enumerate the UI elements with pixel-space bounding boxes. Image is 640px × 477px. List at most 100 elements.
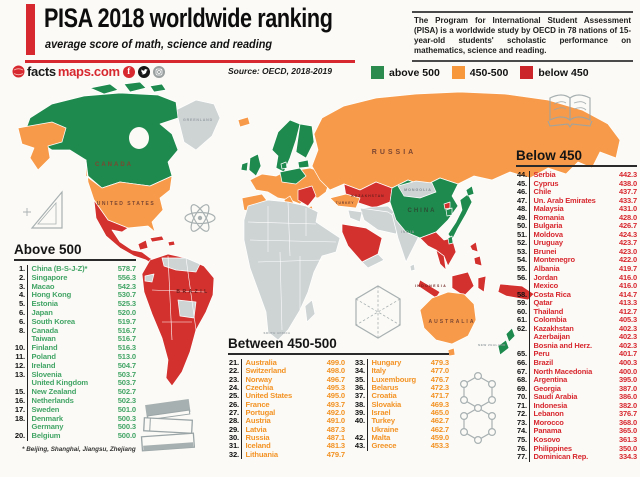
score: 516.7: [117, 334, 136, 344]
score: 471.7: [430, 391, 449, 401]
rank: 22.: [228, 366, 239, 376]
rank: 32.: [228, 449, 239, 459]
ranking-row: 43. Greece 453.3: [354, 441, 449, 451]
legend-label: below 450: [538, 66, 589, 79]
ranking-row: 8. Canada 516.7: [14, 326, 136, 336]
ranking-row: 61. Colombia 405.3: [516, 316, 637, 325]
score: 462.7: [430, 416, 449, 426]
country-name: Norway: [241, 375, 321, 385]
score: 491.0: [326, 416, 345, 426]
score: 437.7: [618, 187, 637, 197]
score: 426.7: [618, 221, 637, 231]
country-greenland: [175, 99, 221, 151]
rank: 17.: [14, 404, 25, 414]
rank: 44.: [517, 170, 527, 179]
rank: 43.: [354, 441, 365, 451]
score: 350.0: [618, 443, 637, 453]
ranking-row: 16. Netherlands 502.3: [14, 395, 136, 406]
country-united-states: [17, 121, 173, 233]
instagram-icon[interactable]: [152, 65, 165, 78]
ranking-row: 12. Ireland 504.7: [14, 360, 136, 371]
ranking-row: 52. Uruguay 423.7: [516, 239, 637, 248]
ranking-row: 4. Hong Kong 530.7: [14, 291, 136, 301]
country-name: Dominican Rep.: [529, 453, 613, 462]
country-name: Romania: [529, 213, 613, 223]
rank: 68.: [517, 375, 527, 385]
panel-above-500: Above 500 1. China (B-S-J-Z)* 578.7 2. Singa…: [14, 242, 136, 453]
ranking-row: 36. Belarus 472.3: [354, 383, 449, 393]
rank: 11.: [15, 351, 25, 361]
country-name: Macao: [27, 282, 112, 292]
legend-swatch-red: [520, 66, 534, 79]
country-name: Belarus: [367, 384, 425, 393]
region-balkans: [297, 185, 317, 207]
header-divider: [25, 60, 355, 63]
rank: 66.: [517, 358, 527, 368]
twitter-icon[interactable]: [137, 65, 150, 78]
region-europe-green: [240, 119, 315, 185]
rank: 53.: [517, 246, 527, 256]
score: 578.7: [117, 264, 136, 273]
ranking-row: 23. Norway 496.7: [228, 375, 345, 385]
country-name: United Kingdom: [27, 379, 112, 389]
country-name: Philippines: [529, 444, 613, 454]
ranking-row: United Kingdom 503.7: [14, 379, 136, 389]
ranking-row: 59. Qatar 413.3: [516, 299, 637, 308]
rank: 5.: [18, 299, 25, 309]
score: 334.3: [618, 452, 637, 462]
country-name: New Zealand: [27, 388, 112, 397]
country-name: Saudi Arabia: [529, 393, 613, 402]
score: 516.3: [117, 343, 136, 353]
ranking-row: 37. Croatia 471.7: [354, 391, 449, 401]
country-name: Luxembourg: [367, 375, 425, 385]
rank: 3.: [18, 281, 25, 291]
rank: 75.: [517, 434, 527, 444]
map-label-brazil: BRAZIL: [176, 289, 209, 295]
rank: 6.: [18, 307, 25, 317]
ranking-row: Ukraine 462.7: [354, 425, 449, 435]
score: 453.3: [430, 441, 449, 451]
country-name: Austria: [241, 417, 321, 426]
map-label-turkey: TURKEY: [336, 201, 355, 205]
rank: 46.: [517, 187, 527, 197]
rank: 20.: [14, 431, 25, 441]
about-text: The Program for International Student As…: [412, 11, 633, 62]
score: 382.0: [618, 400, 637, 410]
score: 431.0: [618, 204, 637, 214]
logo[interactable]: facts maps.com f: [12, 64, 165, 79]
facebook-icon[interactable]: f: [122, 65, 135, 78]
ranking-row: 47. Un. Arab Emirates 433.7: [516, 196, 637, 206]
ranking-row: 2. Singapore 556.3: [14, 273, 136, 283]
country-name: Indonesia: [529, 401, 613, 411]
country-name: Morocco: [529, 418, 613, 428]
ranking-row: 74. Panama 365.0: [516, 427, 637, 436]
ranking-row: 28. Austria 491.0: [228, 416, 345, 426]
ranking-row: 17. Sweden 501.0: [14, 404, 136, 415]
score: 459.0: [430, 433, 449, 443]
score: 542.3: [117, 281, 136, 291]
score: 368.0: [618, 417, 637, 427]
score: 405.3: [618, 315, 637, 325]
ranking-row: 65. Peru 401.7: [516, 350, 637, 360]
rank: 16.: [14, 395, 25, 405]
country-name: Ukraine: [367, 425, 425, 435]
rank: 15.: [14, 387, 25, 397]
ranking-row: 58. Costa Rica 414.7: [516, 289, 637, 300]
rank: 36.: [354, 383, 365, 393]
ranking-row: 68. Argentina 395.0: [516, 376, 637, 385]
country-name: Slovenia: [27, 370, 112, 380]
rank: 74.: [517, 426, 527, 436]
rank: 39.: [354, 408, 365, 418]
rank: 12.: [14, 360, 25, 370]
map-label-china: CHINA: [408, 208, 437, 214]
ranking-row: 26. France 493.7: [228, 400, 345, 410]
score: 414.7: [618, 289, 637, 299]
country-name: Taiwan: [27, 335, 112, 345]
score: 428.0: [618, 212, 637, 222]
country-name: Japan: [27, 308, 112, 318]
china-footnote: * Beijing, Shanghai, Jiangsu, Zhejiang: [22, 445, 136, 453]
score: 520.0: [117, 307, 136, 317]
country-name: Albania: [529, 265, 613, 274]
country-name: Slovakia: [367, 400, 425, 410]
score: 525.3: [117, 299, 136, 309]
